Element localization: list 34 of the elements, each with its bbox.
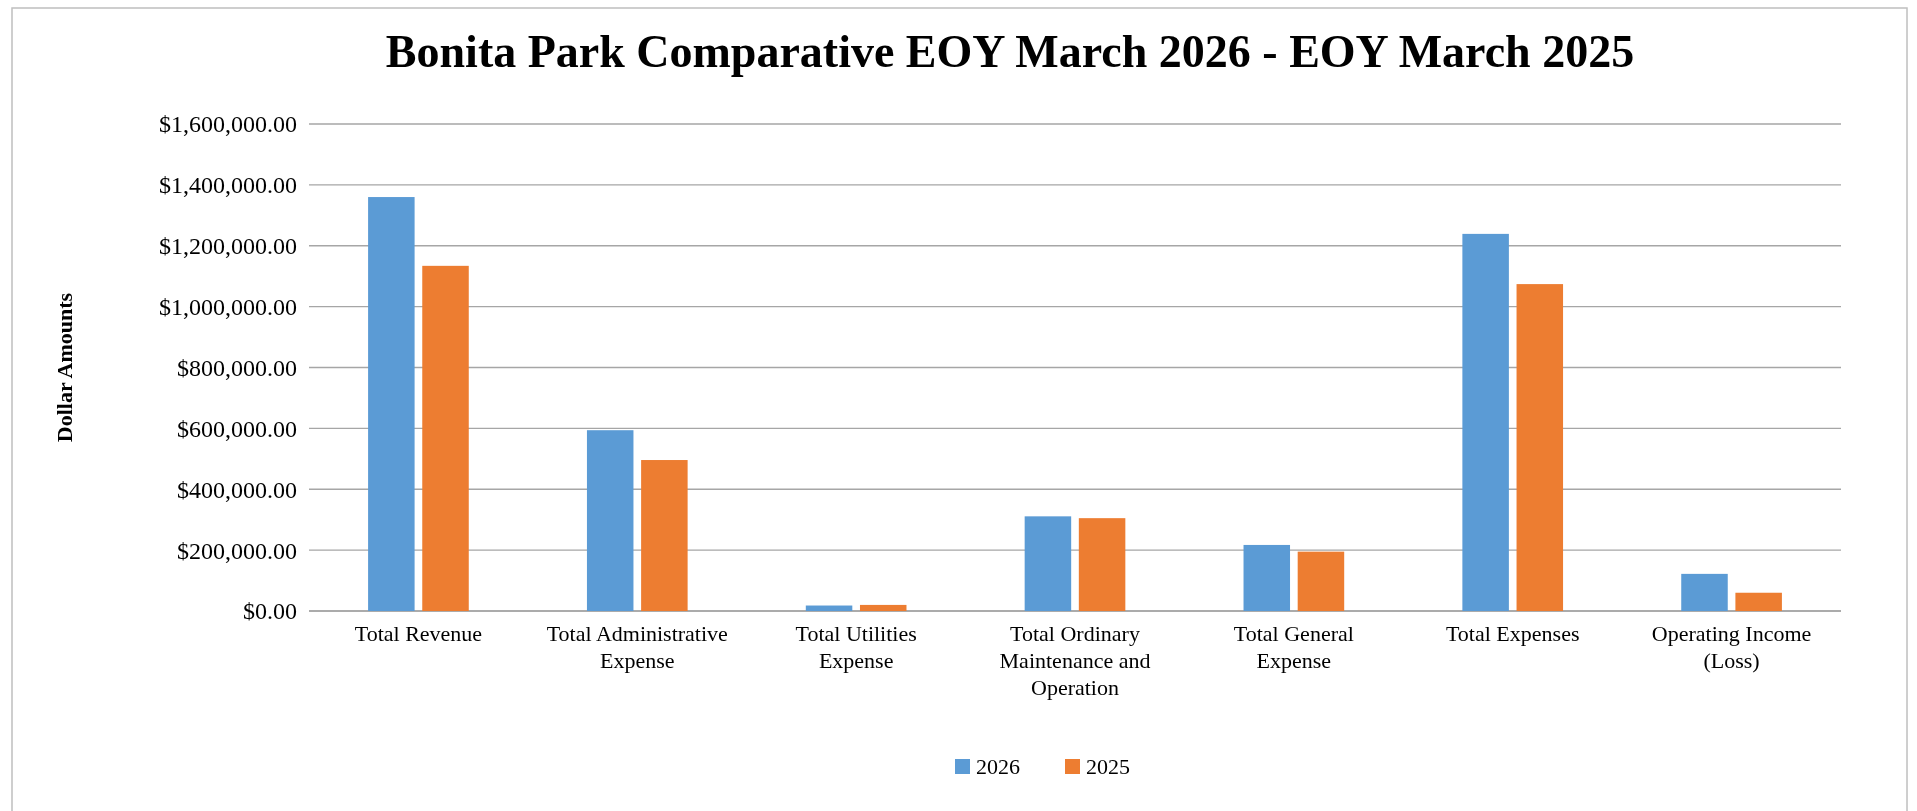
y-tick-label: $1,400,000.00 bbox=[159, 172, 297, 199]
y-tick-label: $1,600,000.00 bbox=[159, 111, 297, 138]
x-tick-label: Total Revenue bbox=[354, 621, 483, 646]
x-tick-label: Total Utilities Expense bbox=[795, 621, 917, 673]
x-tick-label: Total General Expense bbox=[1233, 621, 1354, 673]
x-tick-label: Total Administrative Expense bbox=[546, 621, 728, 673]
y-axis-title: Dollar Amounts bbox=[52, 292, 77, 443]
bar bbox=[1078, 518, 1126, 611]
bar bbox=[805, 605, 853, 611]
bar bbox=[1516, 284, 1564, 611]
x-tick-label: Operating Income (Loss) bbox=[1651, 621, 1812, 673]
y-tick-label: $1,000,000.00 bbox=[159, 294, 297, 321]
bar bbox=[1297, 551, 1345, 611]
bar bbox=[368, 197, 415, 611]
y-tick-label: $1,200,000.00 bbox=[159, 233, 297, 260]
y-tick-label: $800,000.00 bbox=[177, 354, 297, 381]
bar bbox=[859, 604, 907, 611]
legend-label: 2026 bbox=[976, 754, 1020, 779]
bar bbox=[422, 265, 469, 611]
y-tick-label: $600,000.00 bbox=[177, 415, 297, 442]
y-tick-label: $400,000.00 bbox=[177, 476, 297, 503]
bar bbox=[586, 430, 634, 611]
bar bbox=[641, 460, 688, 611]
bar bbox=[1681, 573, 1728, 611]
bar bbox=[1735, 592, 1782, 611]
x-tick-label: Total Ordinary Maintenance and Operation bbox=[999, 621, 1151, 700]
x-tick-label: Total Expenses bbox=[1445, 621, 1580, 646]
legend-label: 2025 bbox=[1086, 754, 1130, 779]
bar bbox=[1024, 516, 1072, 611]
y-tick-label: $200,000.00 bbox=[177, 537, 297, 564]
bar bbox=[1243, 544, 1291, 611]
bar bbox=[1462, 233, 1509, 611]
y-tick-label: $0.00 bbox=[243, 598, 297, 625]
chart-title: Bonita Park Comparative EOY March 2026 - EOY March 2025 bbox=[385, 26, 1635, 77]
